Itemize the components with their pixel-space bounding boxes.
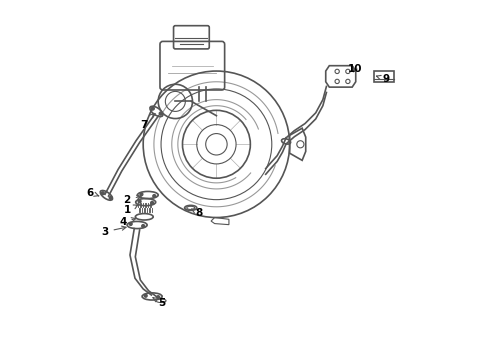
Text: 4: 4: [119, 217, 136, 227]
Circle shape: [157, 296, 160, 298]
Circle shape: [140, 193, 143, 196]
Circle shape: [101, 192, 104, 195]
Text: 2: 2: [123, 195, 141, 204]
Text: 1: 1: [123, 205, 138, 215]
Text: 6: 6: [86, 188, 99, 198]
Text: 10: 10: [348, 64, 362, 73]
Circle shape: [109, 197, 112, 199]
Circle shape: [151, 202, 153, 204]
Circle shape: [144, 294, 147, 297]
Text: 3: 3: [101, 226, 126, 237]
Circle shape: [129, 222, 132, 225]
Text: 5: 5: [153, 298, 166, 308]
Circle shape: [153, 195, 156, 198]
Circle shape: [159, 112, 162, 115]
Circle shape: [142, 225, 145, 228]
Text: 9: 9: [376, 74, 390, 84]
Text: 8: 8: [192, 208, 202, 218]
Circle shape: [138, 200, 141, 203]
Text: 7: 7: [141, 113, 154, 130]
Circle shape: [151, 107, 154, 110]
